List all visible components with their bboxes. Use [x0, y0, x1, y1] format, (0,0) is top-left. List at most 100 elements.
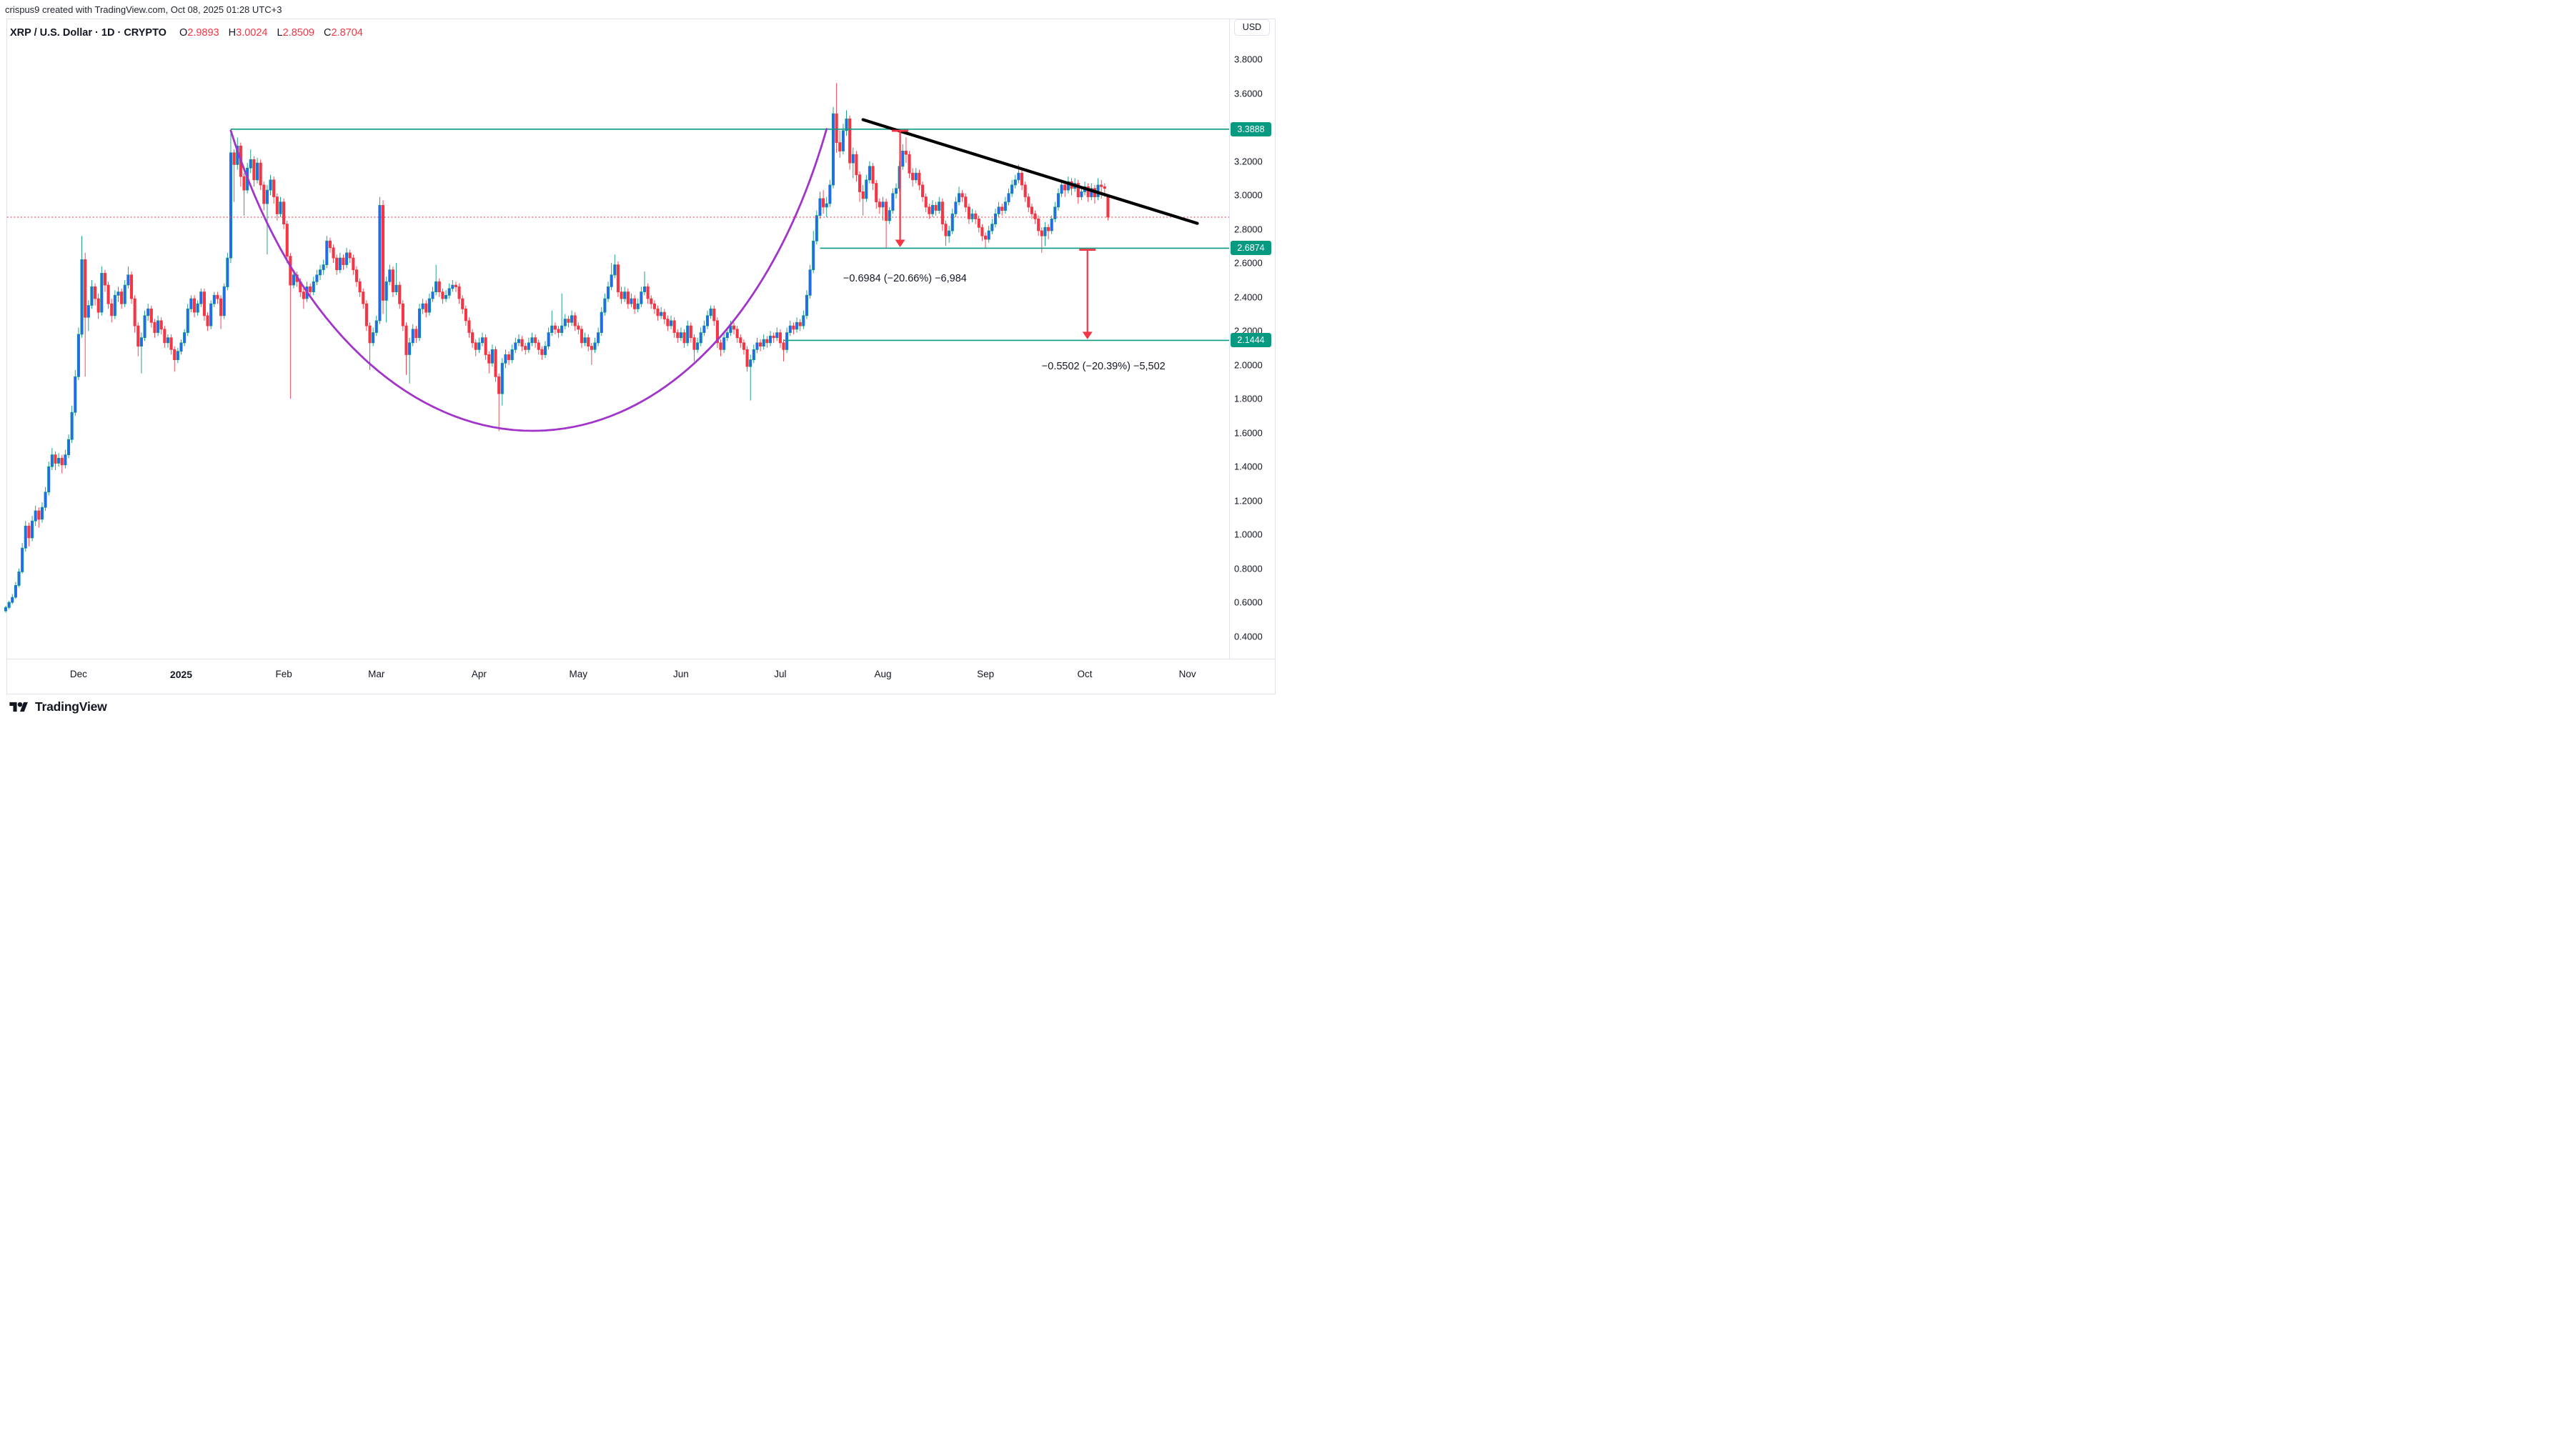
- candle: [431, 286, 434, 302]
- candle: [120, 288, 124, 309]
- candle: [798, 319, 802, 331]
- attribution-text: crispus9 created with TradingView.com, O…: [5, 4, 282, 15]
- descending-trendline[interactable]: [861, 118, 1199, 225]
- candle: [871, 163, 875, 191]
- candle: [86, 300, 90, 331]
- candle: [441, 288, 444, 304]
- candle: [742, 339, 745, 355]
- candle: [358, 278, 362, 297]
- candle: [70, 405, 74, 443]
- candle: [858, 171, 862, 202]
- candle: [209, 300, 213, 329]
- candle: [265, 184, 269, 255]
- cup-and-handle-curve[interactable]: [229, 128, 828, 432]
- candle: [282, 198, 286, 229]
- candle: [322, 259, 325, 275]
- candle: [54, 451, 57, 470]
- candle: [928, 204, 931, 219]
- high-label: H: [228, 27, 237, 39]
- candle: [914, 168, 918, 184]
- candle: [662, 309, 666, 324]
- candlestick-series[interactable]: [4, 83, 1110, 613]
- candle: [391, 266, 394, 297]
- price-tick-label: 0.8000: [1234, 563, 1263, 574]
- candle: [173, 346, 177, 372]
- candle: [113, 290, 116, 319]
- price-chart-canvas[interactable]: [0, 0, 1277, 728]
- candle: [719, 339, 722, 356]
- candle: [504, 349, 507, 369]
- candle: [252, 156, 256, 187]
- candle: [666, 315, 670, 331]
- price-tick-label: 1.2000: [1234, 495, 1263, 507]
- candle: [1050, 215, 1053, 234]
- candle: [616, 261, 620, 297]
- candle: [934, 201, 938, 216]
- candle: [96, 293, 100, 319]
- candle: [904, 137, 908, 164]
- tradingview-logo-icon: [9, 702, 28, 712]
- candle: [626, 288, 630, 309]
- candle: [752, 344, 755, 364]
- candle: [845, 110, 848, 136]
- price-axis-separator[interactable]: [1229, 19, 1230, 659]
- symbol-title: XRP / U.S. Dollar: [10, 27, 92, 39]
- price-tick-label: 1.0000: [1234, 529, 1263, 540]
- candle: [44, 487, 47, 511]
- currency-usd-button[interactable]: USD: [1234, 19, 1270, 36]
- candle: [593, 337, 597, 354]
- candle: [672, 317, 676, 338]
- time-tick-label: Dec: [69, 669, 87, 679]
- candle: [597, 327, 600, 346]
- candle: [457, 283, 461, 304]
- candle: [650, 295, 653, 309]
- candle: [447, 283, 451, 299]
- measurement-arrow[interactable]: [892, 129, 909, 247]
- candle: [255, 157, 259, 184]
- candle: [318, 264, 322, 280]
- candle: [699, 327, 702, 346]
- candle: [537, 339, 540, 355]
- candle: [1047, 224, 1050, 239]
- candle: [464, 305, 467, 326]
- candle: [368, 322, 372, 370]
- candle: [878, 198, 881, 214]
- candle: [944, 220, 948, 246]
- candle: [202, 288, 206, 321]
- candle: [1020, 169, 1024, 191]
- candle: [338, 252, 342, 274]
- time-tick-label: Oct: [1077, 669, 1093, 679]
- candle: [166, 334, 170, 348]
- candle: [1086, 183, 1090, 202]
- price-level-badge: 2.6874: [1231, 241, 1271, 256]
- candle: [894, 183, 898, 199]
- candle: [633, 295, 637, 314]
- candle: [630, 293, 633, 307]
- candle: [1070, 178, 1073, 196]
- candle: [1106, 194, 1110, 221]
- candle: [285, 220, 289, 264]
- candle: [768, 331, 772, 346]
- candle: [940, 198, 944, 231]
- candle: [242, 173, 246, 216]
- candle: [577, 322, 580, 334]
- candle: [110, 299, 114, 323]
- candle: [520, 336, 524, 351]
- measurement-arrow[interactable]: [1079, 249, 1096, 339]
- measurement-label-lower[interactable]: −0.5502 (−20.39%) −5,502: [1041, 361, 1166, 373]
- candle: [911, 168, 915, 187]
- candle: [57, 453, 61, 467]
- candle: [84, 252, 87, 377]
- candle: [500, 358, 504, 406]
- candle: [855, 151, 858, 182]
- candle: [918, 169, 921, 191]
- candle: [149, 305, 153, 328]
- candle: [960, 190, 964, 202]
- candle: [408, 337, 412, 384]
- price-tick-label: 3.0000: [1234, 189, 1263, 201]
- tradingview-logo-link[interactable]: TradingView: [8, 699, 107, 714]
- measurement-label-upper[interactable]: −0.6984 (−20.66%) −6,984: [843, 272, 967, 284]
- candle: [80, 236, 84, 338]
- candle: [100, 266, 104, 316]
- candle: [332, 244, 335, 264]
